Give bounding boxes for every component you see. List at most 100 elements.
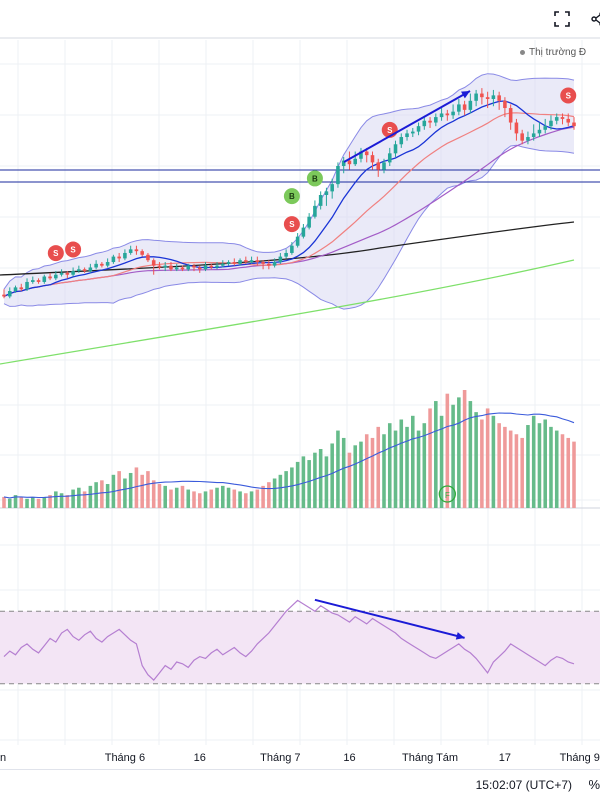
- candle[interactable]: [36, 278, 41, 284]
- volume-bar[interactable]: [364, 434, 369, 508]
- volume-bar[interactable]: [82, 491, 87, 508]
- volume-pane[interactable]: F: [2, 390, 576, 508]
- volume-bar[interactable]: [422, 423, 427, 508]
- sell-signal[interactable]: S: [283, 216, 300, 233]
- candle[interactable]: [128, 245, 133, 255]
- volume-bar[interactable]: [169, 489, 173, 508]
- candle[interactable]: [215, 262, 219, 270]
- volume-bar[interactable]: [376, 426, 381, 508]
- volume-bar[interactable]: [313, 452, 317, 508]
- candle[interactable]: [2, 289, 6, 299]
- volume-bar[interactable]: [566, 437, 571, 508]
- volume-bar[interactable]: [186, 489, 191, 508]
- volume-bar[interactable]: [267, 482, 271, 508]
- candle[interactable]: [485, 91, 490, 109]
- candle[interactable]: [520, 129, 524, 145]
- candle[interactable]: [13, 285, 18, 293]
- volume-bar[interactable]: [13, 495, 18, 508]
- candle[interactable]: [480, 88, 484, 105]
- candle[interactable]: [497, 91, 501, 110]
- volume-bar[interactable]: [278, 474, 283, 508]
- candle[interactable]: [174, 263, 179, 272]
- volume-bar[interactable]: [480, 419, 484, 509]
- candle[interactable]: [151, 258, 156, 275]
- candle[interactable]: [531, 124, 536, 141]
- candle[interactable]: [537, 122, 542, 138]
- volume-bar[interactable]: [572, 441, 576, 508]
- volume-bar[interactable]: [301, 456, 306, 508]
- volume-bar[interactable]: [238, 491, 242, 508]
- candle[interactable]: [290, 242, 294, 255]
- volume-bar[interactable]: [382, 434, 386, 508]
- volume-bar[interactable]: [531, 415, 536, 508]
- volume-bar[interactable]: [157, 484, 162, 508]
- candle[interactable]: [549, 115, 553, 130]
- volume-bar[interactable]: [134, 467, 139, 508]
- candle[interactable]: [226, 260, 231, 266]
- candle[interactable]: [88, 263, 93, 273]
- volume-bar[interactable]: [100, 480, 104, 508]
- candle[interactable]: [451, 104, 455, 119]
- volume-bar[interactable]: [457, 397, 461, 508]
- volume-bar[interactable]: [537, 423, 542, 508]
- candle[interactable]: [238, 258, 242, 266]
- volume-bar[interactable]: [560, 434, 565, 508]
- candle[interactable]: [336, 162, 340, 188]
- candle[interactable]: [100, 262, 104, 268]
- volume-bar[interactable]: [370, 437, 375, 508]
- volume-bar[interactable]: [42, 496, 47, 508]
- volume-bar[interactable]: [180, 485, 185, 508]
- volume-bar[interactable]: [549, 426, 553, 508]
- candle[interactable]: [77, 265, 81, 273]
- candle[interactable]: [566, 113, 571, 127]
- candle[interactable]: [42, 274, 47, 284]
- volume-bar[interactable]: [428, 408, 432, 508]
- candle[interactable]: [434, 113, 438, 127]
- volume-bar[interactable]: [197, 493, 202, 508]
- candle[interactable]: [376, 158, 381, 177]
- volume-bar[interactable]: [31, 496, 35, 508]
- candle[interactable]: [393, 140, 398, 157]
- candle[interactable]: [422, 117, 427, 130]
- percent-toggle[interactable]: %: [588, 777, 600, 792]
- candle[interactable]: [48, 272, 52, 281]
- volume-bar[interactable]: [307, 460, 311, 508]
- volume-bar[interactable]: [468, 401, 473, 508]
- sell-signal[interactable]: S: [65, 241, 82, 258]
- volume-bar[interactable]: [336, 430, 340, 508]
- volume-bar[interactable]: [393, 430, 398, 508]
- candle[interactable]: [405, 129, 409, 141]
- candle[interactable]: [572, 117, 576, 130]
- candle[interactable]: [468, 93, 473, 114]
- candle[interactable]: [307, 213, 311, 230]
- candle[interactable]: [261, 260, 265, 270]
- volume-bar[interactable]: [2, 496, 6, 508]
- candle[interactable]: [244, 256, 248, 264]
- candle[interactable]: [560, 113, 565, 125]
- volume-bar[interactable]: [520, 437, 524, 508]
- legend[interactable]: Thị trường Đ: [520, 47, 600, 58]
- volume-bar[interactable]: [330, 443, 334, 508]
- rsi-pane[interactable]: [0, 598, 600, 685]
- candle[interactable]: [272, 258, 277, 268]
- volume-bar[interactable]: [221, 485, 225, 508]
- volume-bar[interactable]: [341, 437, 346, 508]
- volume-bar[interactable]: [554, 430, 559, 508]
- volume-bar[interactable]: [19, 496, 24, 508]
- candle[interactable]: [514, 118, 519, 141]
- volume-bar[interactable]: [290, 467, 294, 508]
- candle[interactable]: [428, 117, 432, 128]
- candle[interactable]: [94, 260, 98, 270]
- candle[interactable]: [180, 265, 185, 272]
- candle[interactable]: [192, 263, 196, 272]
- fullscreen-button[interactable]: [548, 6, 576, 32]
- volume-bar[interactable]: [77, 487, 81, 508]
- volume-bar[interactable]: [445, 393, 450, 508]
- volume-bar[interactable]: [526, 425, 530, 508]
- volume-bar[interactable]: [359, 441, 363, 508]
- buy-signal[interactable]: B: [306, 170, 323, 187]
- volume-bar[interactable]: [451, 404, 455, 508]
- volume-bar[interactable]: [244, 493, 248, 508]
- candle[interactable]: [186, 263, 191, 272]
